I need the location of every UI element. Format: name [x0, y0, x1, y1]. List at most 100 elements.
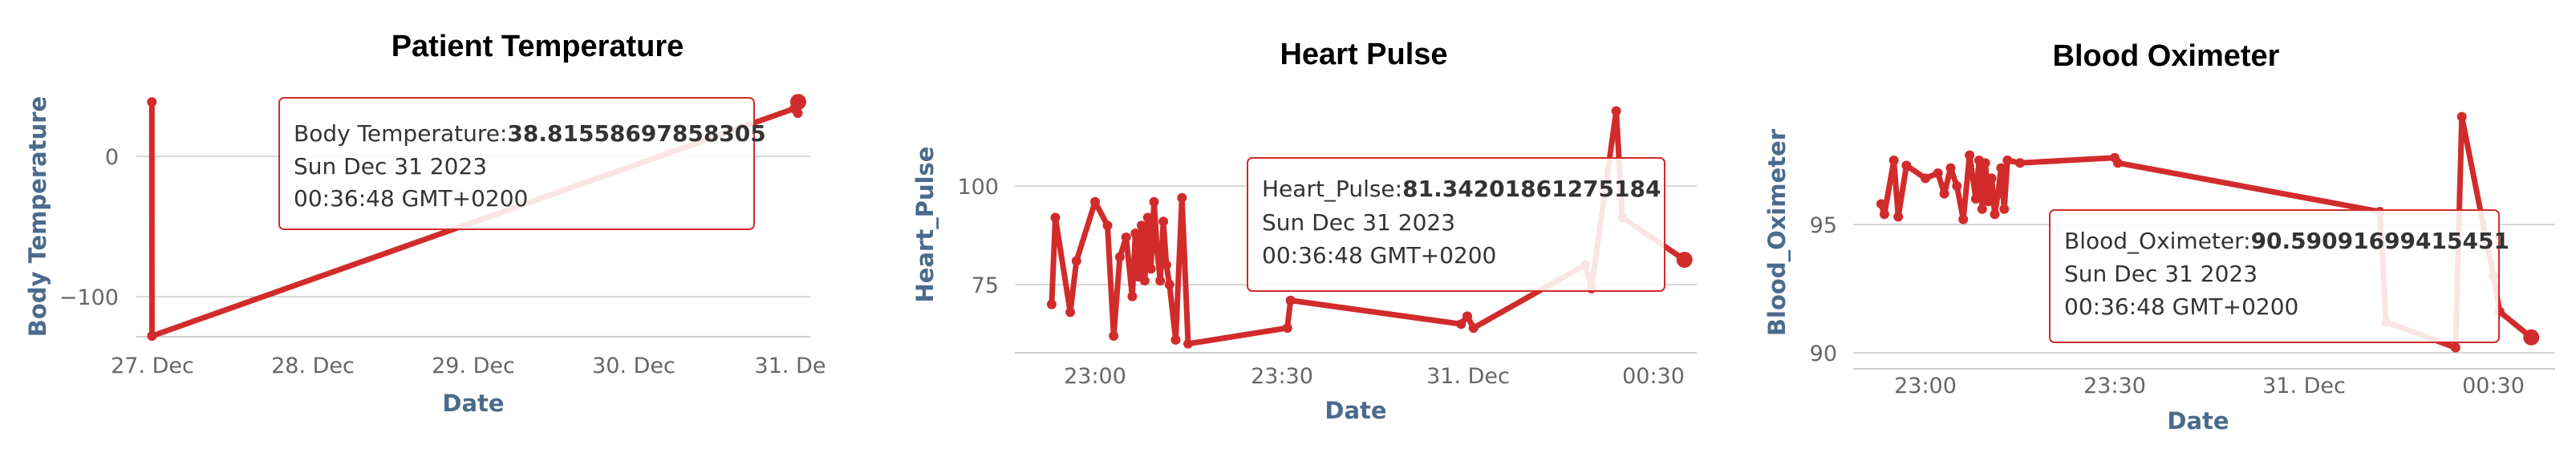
- tooltip-time: 00:36:48 GMT+0200: [2064, 293, 2298, 320]
- y-tick-label: 75: [972, 273, 999, 298]
- tooltip-line-1: Body Temperature:38.81558697858305: [294, 120, 766, 147]
- tooltip-value: 90.59091699415451: [2251, 228, 2509, 254]
- tooltip-time: 00:36:48 GMT+0200: [1262, 242, 1496, 269]
- data-point[interactable]: [1071, 256, 1081, 266]
- x-tick-label: 30. Dec: [592, 354, 675, 378]
- data-point[interactable]: [1980, 158, 1990, 168]
- y-axis-title: Body Temperature: [24, 96, 51, 337]
- tooltip: Body Temperature:38.81558697858305 Sun D…: [278, 97, 766, 230]
- chart-title: Heart Pulse: [1280, 38, 1447, 71]
- data-point[interactable]: [1158, 216, 1169, 227]
- data-point[interactable]: [1456, 319, 1466, 330]
- tooltip-line-1: Heart_Pulse:81.34201861275184: [1262, 176, 1661, 202]
- tooltip-date: Sun Dec 31 2023: [2064, 261, 2258, 287]
- data-point[interactable]: [1921, 173, 1930, 184]
- data-point[interactable]: [1990, 209, 2000, 220]
- tooltip-box: [2049, 209, 2500, 343]
- data-point[interactable]: [1164, 280, 1174, 289]
- data-point[interactable]: [1149, 196, 1159, 207]
- data-point[interactable]: [1152, 244, 1162, 254]
- data-point[interactable]: [1888, 156, 1899, 165]
- data-point[interactable]: [1945, 163, 1956, 173]
- temperature-chart: Patient Temperature 0 −100 27. Dec 28. D…: [24, 30, 826, 417]
- data-point[interactable]: [1161, 260, 1171, 270]
- data-point[interactable]: [1130, 228, 1141, 238]
- highlighted-point[interactable]: [2523, 329, 2540, 346]
- tooltip-label: Blood_Oximeter:: [2064, 228, 2251, 254]
- data-point[interactable]: [1137, 220, 1146, 231]
- tooltip-value: 38.81558697858305: [507, 120, 765, 147]
- series-temperature[interactable]: [147, 94, 806, 341]
- chart-title: Blood Oximeter: [2053, 39, 2280, 73]
- data-point[interactable]: [1939, 188, 1949, 199]
- data-point[interactable]: [1170, 334, 1181, 345]
- data-point[interactable]: [2456, 111, 2467, 122]
- data-point[interactable]: [2002, 156, 2013, 165]
- data-point[interactable]: [147, 97, 157, 107]
- y-tick-label: 100: [957, 175, 999, 200]
- x-tick-label: 27. Dec: [111, 354, 194, 378]
- data-point[interactable]: [1050, 212, 1061, 223]
- data-point[interactable]: [1142, 212, 1153, 223]
- data-point[interactable]: [1986, 173, 1997, 184]
- data-point[interactable]: [1933, 168, 1943, 178]
- data-point[interactable]: [1468, 323, 1479, 334]
- data-point[interactable]: [1065, 307, 1076, 317]
- data-point[interactable]: [1155, 276, 1166, 286]
- data-point[interactable]: [1977, 204, 1987, 214]
- data-point[interactable]: [147, 331, 157, 341]
- data-point[interactable]: [1139, 276, 1150, 286]
- highlighted-point[interactable]: [790, 94, 806, 111]
- data-point[interactable]: [1285, 295, 1296, 305]
- data-point[interactable]: [1282, 323, 1292, 334]
- data-point[interactable]: [1983, 196, 1994, 207]
- data-point[interactable]: [1996, 163, 2006, 173]
- highlighted-point[interactable]: [1676, 252, 1693, 268]
- tooltip-time: 00:36:48 GMT+0200: [294, 185, 528, 212]
- blood-oximeter-chart: Blood Oximeter 95 90 23:00 23:30 31. Dec…: [1763, 39, 2555, 435]
- tooltip: Blood_Oximeter:90.59091699415451 Sun Dec…: [2049, 209, 2509, 343]
- data-point[interactable]: [1970, 194, 1981, 204]
- x-tick-label: 31. De: [755, 354, 826, 378]
- data-point[interactable]: [1121, 233, 1131, 242]
- data-point[interactable]: [1462, 311, 1472, 322]
- data-point[interactable]: [1090, 196, 1100, 207]
- data-point[interactable]: [1109, 331, 1119, 341]
- x-tick-label: 31. Dec: [1426, 364, 1510, 389]
- tooltip-label: Body Temperature:: [294, 120, 507, 147]
- x-tick-label: 00:30: [1622, 364, 1685, 389]
- x-tick-label: 23:30: [2083, 374, 2146, 398]
- y-axis-title: Blood_Oximeter: [1763, 128, 1791, 336]
- data-point[interactable]: [1958, 214, 1969, 224]
- data-point[interactable]: [1127, 291, 1138, 301]
- data-point[interactable]: [1177, 192, 1187, 203]
- data-point[interactable]: [2112, 158, 2123, 168]
- x-tick-label: 31. Dec: [2262, 374, 2346, 398]
- data-point[interactable]: [1952, 181, 1962, 191]
- data-point[interactable]: [1893, 212, 1904, 222]
- data-point[interactable]: [1183, 338, 1193, 349]
- data-point[interactable]: [1993, 188, 2003, 199]
- y-tick-label: 90: [1810, 342, 1837, 366]
- data-point[interactable]: [793, 108, 803, 119]
- data-point[interactable]: [1114, 252, 1125, 262]
- data-point[interactable]: [1876, 199, 1886, 209]
- data-point[interactable]: [1046, 299, 1057, 309]
- x-axis-title: Date: [442, 390, 504, 417]
- tooltip-label: Heart_Pulse:: [1262, 176, 1402, 202]
- data-point[interactable]: [1102, 220, 1113, 231]
- data-point[interactable]: [1965, 150, 1975, 160]
- data-point[interactable]: [1999, 204, 2010, 214]
- x-tick-label: 29. Dec: [432, 354, 515, 378]
- data-point[interactable]: [2450, 342, 2460, 353]
- y-tick-label: −100: [59, 285, 119, 310]
- data-point[interactable]: [1879, 209, 1889, 220]
- data-point[interactable]: [1611, 106, 1621, 116]
- data-point[interactable]: [1901, 160, 1912, 171]
- data-point[interactable]: [2015, 158, 2025, 168]
- data-point[interactable]: [1146, 264, 1156, 274]
- tooltip-box: [278, 97, 755, 230]
- tooltip: Heart_Pulse:81.34201861275184 Sun Dec 31…: [1247, 157, 1665, 292]
- x-axis-title: Date: [2167, 407, 2229, 435]
